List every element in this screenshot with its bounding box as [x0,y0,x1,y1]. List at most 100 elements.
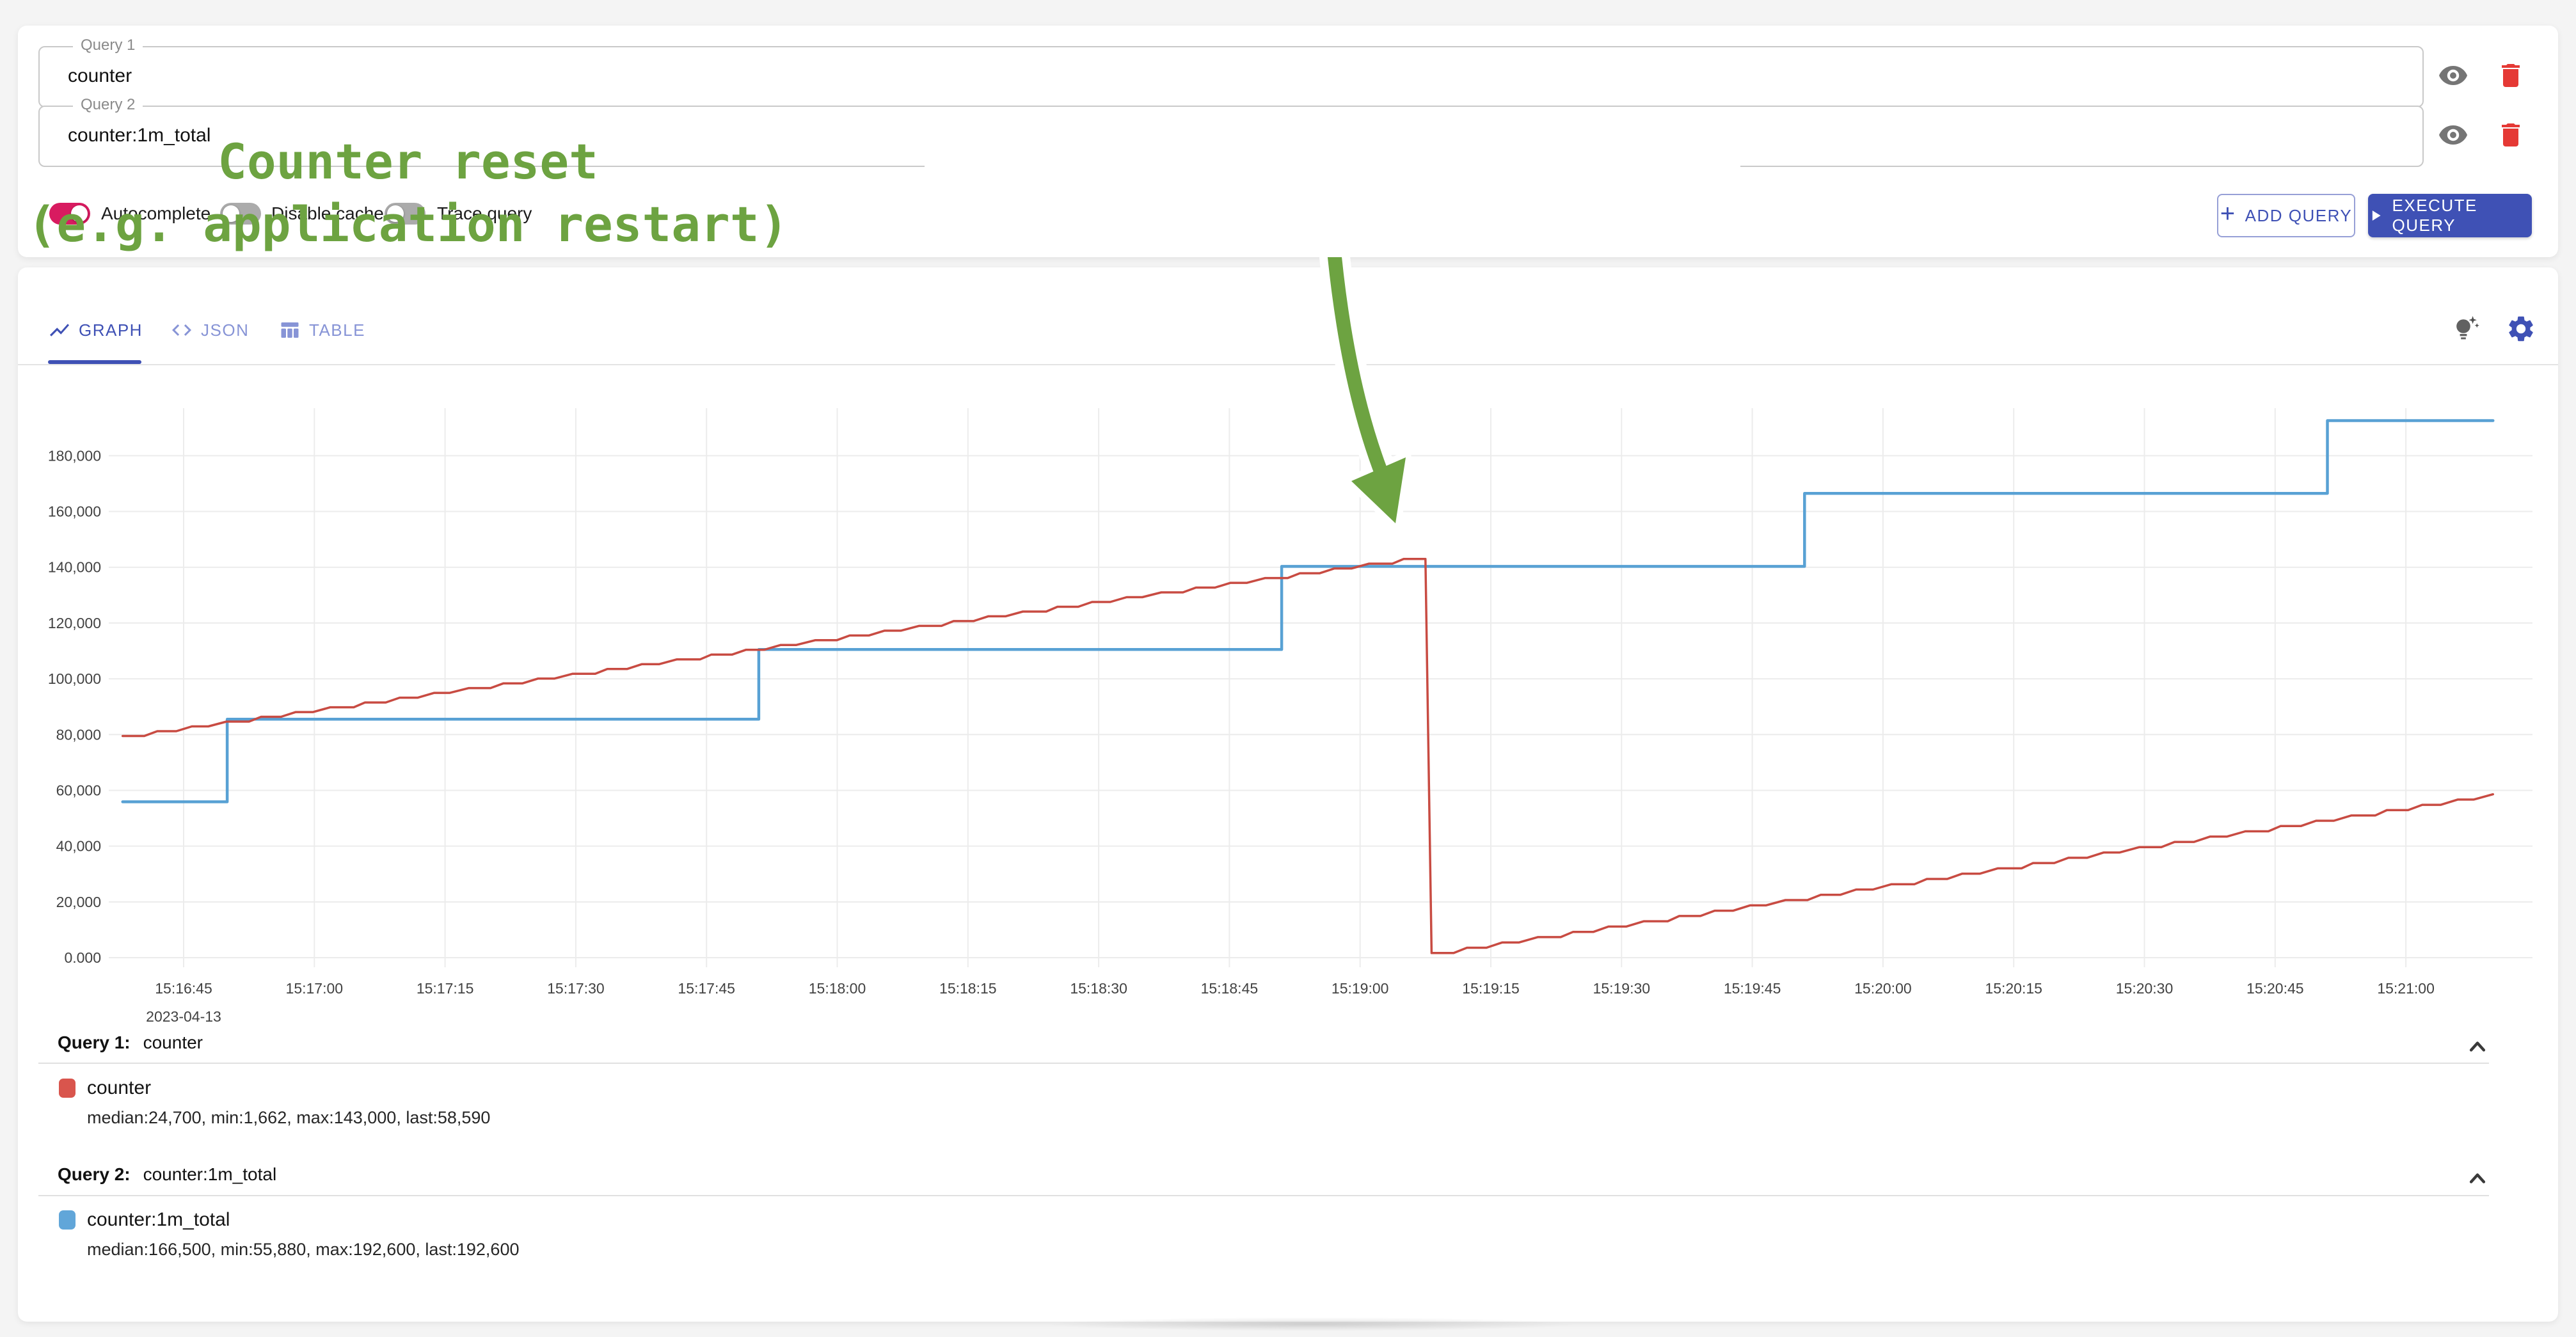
x-tick-label: 15:17:00 [286,980,344,997]
chart-axes: 0.000 20,000 40,000 60,000 80,000 100,000 120,… [48,447,2435,1025]
disable-cache-toggle[interactable] [220,203,261,225]
legend-group-2-query: counter:1m_total [143,1164,277,1184]
legend-series-2-name[interactable]: counter:1m_total [87,1209,230,1230]
x-tick-label: 15:19:15 [1462,980,1520,997]
query-1-label: Query 1 [73,36,143,54]
y-tick-label: 160,000 [48,503,101,520]
query-2-label: Query 2 [73,96,143,114]
legend-group-2-header: Query 2: counter:1m_total [58,1164,276,1185]
legend-group-1-collapse-button[interactable] [2463,1032,2492,1061]
trace-query-toggle-label: Trace query [437,203,532,223]
y-tick-label: 40,000 [56,838,101,855]
add-query-button-label: ADD QUERY [2245,205,2353,225]
legend-divider [38,1063,2489,1064]
add-icon: + [2220,200,2236,228]
x-tick-label: 15:20:45 [2246,980,2304,997]
legend-group-1-header: Query 1: counter [58,1032,203,1053]
disable-cache-toggle-label: Disable cache [271,203,384,223]
x-tick-label: 15:19:00 [1332,980,1389,997]
legend-group-1-query: counter [143,1032,203,1052]
eye-icon [2439,125,2467,145]
y-tick-label: 0.000 [64,949,101,966]
add-query-button[interactable]: + ADD QUERY [2217,194,2355,237]
query-1-field[interactable]: Query 1 counter [38,36,2424,107]
legend-series-2-stats: median:166,500, min:55,880, max:192,600,… [87,1240,520,1259]
eye-icon [2439,66,2467,85]
chart-svg: 0.000 20,000 40,000 60,000 80,000 100,000 120,… [48,408,2532,1025]
query-2-input[interactable]: counter:1m_total [68,125,211,146]
x-tick-label: 15:20:15 [1985,980,2042,997]
tabs-divider [18,364,2558,365]
delete-icon [2502,123,2520,146]
x-tick-label: 15:18:15 [939,980,997,997]
query-1-input[interactable]: counter [68,65,132,86]
legend-group-2-collapse-button[interactable] [2463,1164,2492,1192]
query-2-visibility-button[interactable] [2438,120,2469,150]
legend-series-1-name[interactable]: counter [87,1077,152,1098]
annotation-text-line2: (e.g. application restart) [27,196,789,253]
settings-icon [2509,316,2533,342]
autocomplete-toggle-label: Autocomplete [101,203,211,223]
tab-json-label: JSON [201,320,250,340]
y-tick-label: 140,000 [48,559,101,576]
query-2-delete-button[interactable] [2495,120,2526,150]
tips-button[interactable] [2449,313,2480,344]
x-tick-label: 15:18:00 [809,980,866,997]
y-tick-label: 80,000 [56,726,101,743]
chart[interactable]: 0.000 20,000 40,000 60,000 80,000 100,000 120,… [18,368,2558,1040]
legend-group-2-title: Query 2: [58,1164,131,1184]
delete-icon [2502,64,2520,87]
json-tab-icon [172,324,191,336]
table-tab-icon [281,322,299,338]
x-tick-label: 15:17:15 [417,980,474,997]
collapse-icon [2469,1041,2486,1052]
query-1-delete-button[interactable] [2495,60,2526,91]
tab-graph-label: GRAPH [79,320,143,340]
annotation-background [925,128,1740,257]
active-tab-indicator [48,360,141,364]
legend-series-1-swatch[interactable] [59,1079,76,1098]
collapse-icon [2469,1173,2486,1183]
legend-divider [38,1195,2489,1196]
x-tick-label: 15:17:30 [547,980,605,997]
y-tick-label: 100,000 [48,670,101,687]
y-tick-label: 20,000 [56,894,101,910]
execute-query-button-label: EXECUTE QUERY [2392,196,2477,235]
toggle-knob [223,205,239,222]
y-tick-label: 180,000 [48,447,101,464]
chart-grid [109,408,2532,967]
x-tick-label: 15:21:00 [2377,980,2435,997]
trace-query-toggle[interactable] [385,203,425,225]
settings-button[interactable] [2506,313,2536,344]
x-tick-label: 15:16:45 [155,980,212,997]
legend-group-1-title: Query 1: [58,1032,131,1052]
x-tick-label: 15:18:30 [1070,980,1127,997]
autocomplete-toggle[interactable] [49,203,90,225]
x-tick-label: 15:20:00 [1854,980,1912,997]
y-tick-label: 60,000 [56,782,101,798]
tab-graph[interactable]: GRAPH [48,312,143,348]
graph-tab-icon [50,324,69,336]
x-tick-label: 15:19:30 [1593,980,1651,997]
x-date-label: 2023-04-13 [146,1008,221,1025]
toggle-knob [387,205,404,222]
tab-json[interactable]: JSON [170,312,249,348]
x-tick-label: 15:18:45 [1201,980,1259,997]
series-line-counter [121,557,2495,954]
legend-series-2-swatch[interactable] [59,1210,76,1230]
tab-table-label: TABLE [309,320,365,340]
bottom-shadow [973,1315,1651,1333]
x-tick-label: 15:17:45 [678,980,735,997]
series-line-counter:1m_total [121,419,2495,803]
x-tick-label: 15:19:45 [1724,980,1781,997]
graph-panel-card: GRAPH JSON TABLE 0.000 20,000 40,000 60,000… [18,267,2558,1322]
tab-table[interactable]: TABLE [278,312,365,348]
execute-query-button[interactable]: EXECUTE QUERY [2368,194,2532,237]
query-1-visibility-button[interactable] [2438,60,2469,91]
annotation-text-line1: Counter reset [218,133,598,190]
toggle-knob [71,205,88,222]
lightbulb-icon [2456,316,2479,340]
y-tick-label: 120,000 [48,615,101,631]
play-icon [2372,210,2381,221]
x-tick-label: 15:20:30 [2116,980,2174,997]
